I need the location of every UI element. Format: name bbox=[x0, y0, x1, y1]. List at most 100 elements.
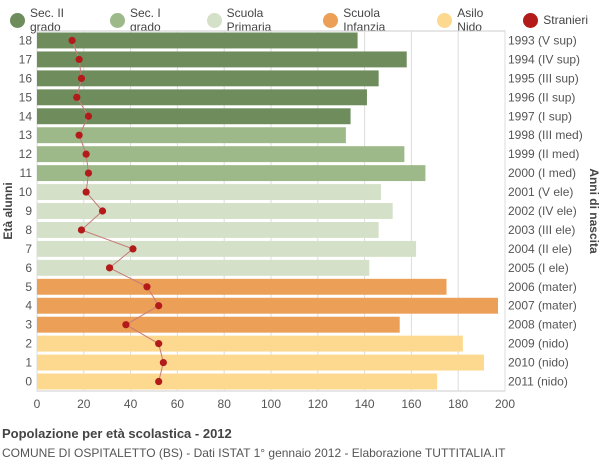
y-tick-label: 6 bbox=[25, 261, 32, 275]
bar bbox=[37, 297, 498, 314]
stranieri-point bbox=[159, 358, 167, 367]
legend-swatch bbox=[110, 12, 125, 28]
legend-swatch bbox=[323, 12, 339, 28]
stranieri-point bbox=[98, 207, 107, 215]
bar bbox=[37, 127, 346, 144]
birth-year-label: 2008 (mater) bbox=[508, 318, 577, 332]
legend-swatch bbox=[10, 12, 25, 28]
bar bbox=[37, 221, 379, 238]
x-tick-label: 140 bbox=[355, 397, 375, 411]
x-tick-label: 180 bbox=[448, 397, 468, 411]
stranieri-point bbox=[122, 321, 130, 329]
birth-year-label: 2004 (II ele) bbox=[508, 242, 572, 256]
birth-year-label: 1993 (V sup) bbox=[508, 33, 577, 47]
x-tick-label: 60 bbox=[171, 397, 185, 411]
y-tick-label: 14 bbox=[19, 109, 33, 123]
birth-year-label: 2002 (IV ele) bbox=[508, 204, 577, 218]
y-tick-label: 3 bbox=[25, 318, 32, 332]
legend-swatch bbox=[437, 12, 453, 28]
birth-year-label: 2007 (mater) bbox=[508, 299, 577, 313]
birth-year-label: 2000 (I med) bbox=[508, 166, 576, 180]
y-tick-label: 12 bbox=[19, 147, 33, 161]
stranieri-point bbox=[155, 302, 163, 310]
stranieri-point bbox=[82, 150, 90, 158]
y-tick-label: 5 bbox=[25, 280, 32, 294]
y-axis-title: Età alunni bbox=[1, 182, 15, 239]
x-tick-label: 0 bbox=[34, 397, 41, 411]
legend-label: Stranieri bbox=[543, 13, 588, 27]
bar bbox=[37, 70, 379, 87]
birth-year-label: 2009 (nido) bbox=[508, 337, 569, 351]
bar bbox=[37, 240, 417, 257]
birth-year-label: 2001 (V ele) bbox=[508, 185, 573, 199]
stranieri-point bbox=[143, 283, 151, 291]
x-tick-label: 160 bbox=[401, 397, 421, 411]
y-tick-label: 4 bbox=[25, 299, 32, 313]
y-tick-label: 15 bbox=[19, 90, 33, 104]
stranieri-point bbox=[84, 112, 93, 120]
y-tick-label: 0 bbox=[25, 375, 32, 389]
birth-year-label: 2003 (III ele) bbox=[508, 223, 575, 237]
x-tick-label: 40 bbox=[124, 397, 138, 411]
y-tick-label: 13 bbox=[19, 128, 33, 142]
chart-title: Popolazione per età scolastica - 2012 bbox=[2, 426, 232, 441]
stranieri-point bbox=[129, 245, 137, 253]
stranieri-point bbox=[155, 377, 163, 386]
bar bbox=[37, 316, 400, 333]
legend-swatch bbox=[206, 12, 222, 28]
y-tick-label: 16 bbox=[19, 71, 33, 85]
bar bbox=[37, 89, 367, 106]
chart-subtitle: COMUNE DI OSPITALETTO (BS) - Dati ISTAT … bbox=[2, 446, 506, 460]
x-tick-label: 80 bbox=[218, 397, 232, 411]
x-tick-label: 120 bbox=[308, 397, 328, 411]
y-tick-label: 9 bbox=[25, 204, 32, 218]
stranieri-point bbox=[77, 74, 86, 82]
birth-year-label: 1996 (II sup) bbox=[508, 90, 575, 104]
birth-year-label: 1997 (I sup) bbox=[508, 109, 572, 123]
birth-year-label: 2010 (nido) bbox=[508, 356, 569, 370]
bar bbox=[37, 354, 484, 371]
birth-year-label: 1994 (IV sup) bbox=[508, 52, 580, 66]
stranieri-point bbox=[155, 340, 163, 348]
birth-year-label: 2011 (nido) bbox=[508, 375, 568, 389]
stranieri-point bbox=[84, 169, 93, 177]
birth-year-label: 2005 (I ele) bbox=[508, 261, 569, 275]
y-tick-label: 18 bbox=[19, 33, 33, 47]
x-tick-label: 20 bbox=[77, 397, 91, 411]
bar bbox=[37, 165, 426, 182]
bar bbox=[37, 184, 381, 201]
birth-year-label: 1999 (II med) bbox=[508, 147, 579, 161]
y-tick-label: 17 bbox=[19, 52, 33, 66]
birth-year-label: 1995 (III sup) bbox=[508, 71, 579, 85]
stranieri-point bbox=[75, 131, 83, 139]
birth-year-label: 1998 (III med) bbox=[508, 128, 583, 142]
y-tick-label: 8 bbox=[25, 223, 32, 237]
y-tick-label: 7 bbox=[25, 242, 32, 256]
x-tick-label: 200 bbox=[495, 397, 515, 411]
stranieri-point bbox=[73, 93, 81, 101]
legend-item: Stranieri bbox=[523, 6, 588, 34]
stranieri-point bbox=[82, 188, 90, 196]
bar bbox=[37, 146, 405, 163]
y-tick-label: 1 bbox=[25, 356, 32, 370]
bar bbox=[37, 108, 351, 125]
bar bbox=[37, 51, 407, 68]
x-tick-label: 100 bbox=[261, 397, 281, 411]
bar bbox=[37, 278, 447, 295]
bar bbox=[37, 259, 370, 276]
y-tick-label: 2 bbox=[25, 337, 32, 351]
y-tick-label: 10 bbox=[19, 185, 33, 199]
birth-year-label: 2006 (mater) bbox=[508, 280, 577, 294]
bar bbox=[37, 335, 463, 352]
bar bbox=[37, 32, 358, 49]
stranieri-point bbox=[105, 264, 114, 272]
stranieri-point bbox=[75, 55, 83, 64]
legend-swatch bbox=[523, 12, 539, 28]
bar bbox=[37, 203, 393, 219]
y-axis-title-right: Anni di nascita bbox=[587, 168, 600, 254]
stranieri-point bbox=[68, 36, 76, 45]
stranieri-point bbox=[77, 226, 86, 234]
bar bbox=[37, 373, 438, 390]
y-tick-label: 11 bbox=[20, 166, 33, 180]
